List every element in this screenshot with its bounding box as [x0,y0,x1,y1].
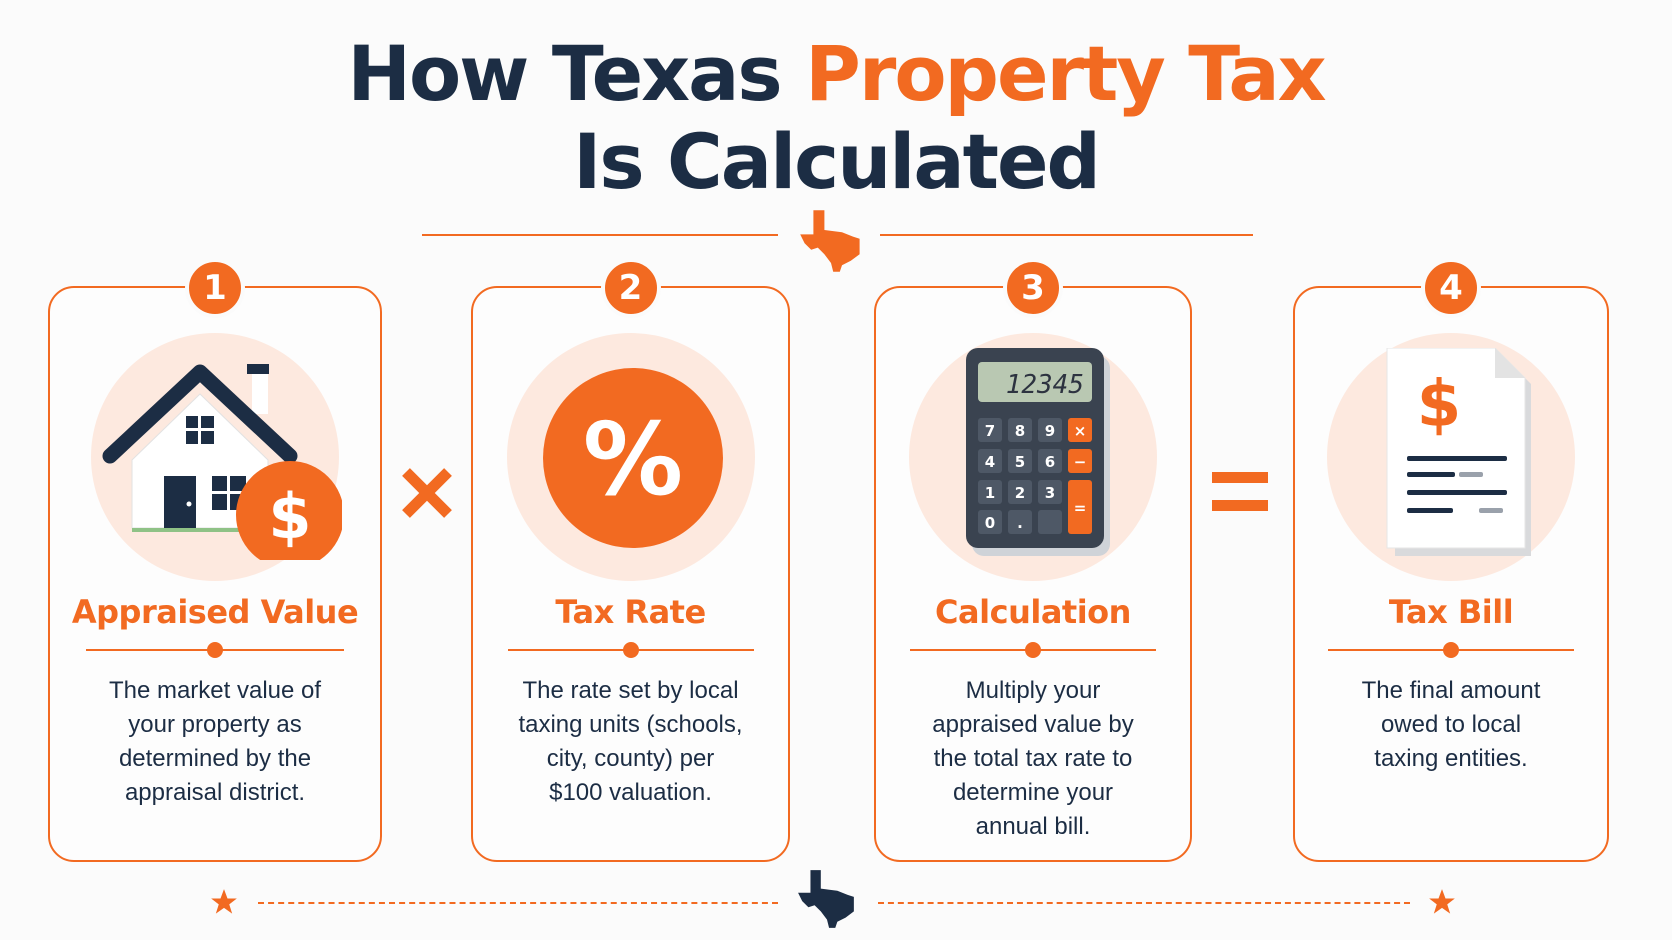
title-underline-dot [207,642,223,658]
percent-icon: % [543,368,723,548]
step-number-badge: 1 [185,258,245,318]
svg-text:$: $ [1417,368,1462,442]
step-card-calculation: 3 12345 7 8 9 × 4 5 6 − 1 2 3 = 0 . Calc… [874,258,1192,862]
texas-map-icon [800,210,860,272]
step-description: The rate set by local taxing units (scho… [518,677,743,806]
svg-text:$: $ [268,480,311,553]
step-description: The market value of your property as det… [108,677,322,806]
step-title: Calculation [935,593,1131,631]
svg-text:6: 6 [1045,453,1055,471]
star-icon [211,889,237,914]
step-card-tax-bill: 4 $ Tax Bill The final amount owed to lo… [1293,258,1609,862]
header-rule-right [880,234,1253,236]
svg-text:9: 9 [1045,422,1055,440]
svg-text:5: 5 [1015,453,1025,471]
svg-text:=: = [1074,499,1087,517]
step-title: Appraised Value [71,593,359,631]
svg-text:4: 4 [985,453,995,471]
svg-text:8: 8 [1015,422,1025,440]
svg-text:%: % [583,401,683,518]
step-card-tax-rate: 2 % Tax Rate The rate set by local taxin… [471,258,790,862]
step-number-badge: 3 [1003,258,1063,318]
page-title-line-2: Is Calculated [573,117,1101,206]
equals-icon [1212,472,1268,511]
page-title-line-1: How Texas Property Tax [0,36,1672,112]
tax-bill-document-icon: $ [1386,348,1531,556]
texas-map-icon [798,870,854,928]
step-description: The final amount owed to local taxing en… [1361,677,1541,772]
svg-text:×: × [1074,422,1087,440]
svg-text:1: 1 [985,484,995,502]
header-rule-left [422,234,778,236]
title-underline-dot [1025,642,1041,658]
step-number-badge: 4 [1421,258,1481,318]
svg-text:−: − [1074,453,1087,471]
multiply-icon [402,468,452,518]
step-title: Tax Rate [555,593,706,631]
footer-dashed-rule-left [258,902,778,904]
title-underline-dot [1443,642,1459,658]
svg-text:3: 3 [1045,484,1055,502]
step-description: Multiply your appraised value by the tot… [932,677,1134,840]
svg-text:7: 7 [985,422,995,440]
step-title: Tax Bill [1388,593,1514,631]
svg-text:2: 2 [1015,484,1025,502]
house-with-dollar-icon: $ [102,364,342,560]
step-card-appraised-value: 1 $ Appraised Value The market value of … [48,258,382,862]
svg-text:.: . [1017,514,1023,532]
title-underline-dot [622,642,639,658]
title-part-1: How Texas [347,29,782,118]
calculator-icon: 12345 7 8 9 × 4 5 6 − 1 2 3 = 0 . [966,348,1110,556]
svg-text:0: 0 [985,514,995,532]
step-number-badge: 2 [600,258,661,318]
title-part-2: Property Tax [805,29,1327,118]
calculator-display: 12345 [1006,370,1084,400]
footer-dashed-rule-right [878,902,1410,904]
star-icon [1429,889,1455,914]
